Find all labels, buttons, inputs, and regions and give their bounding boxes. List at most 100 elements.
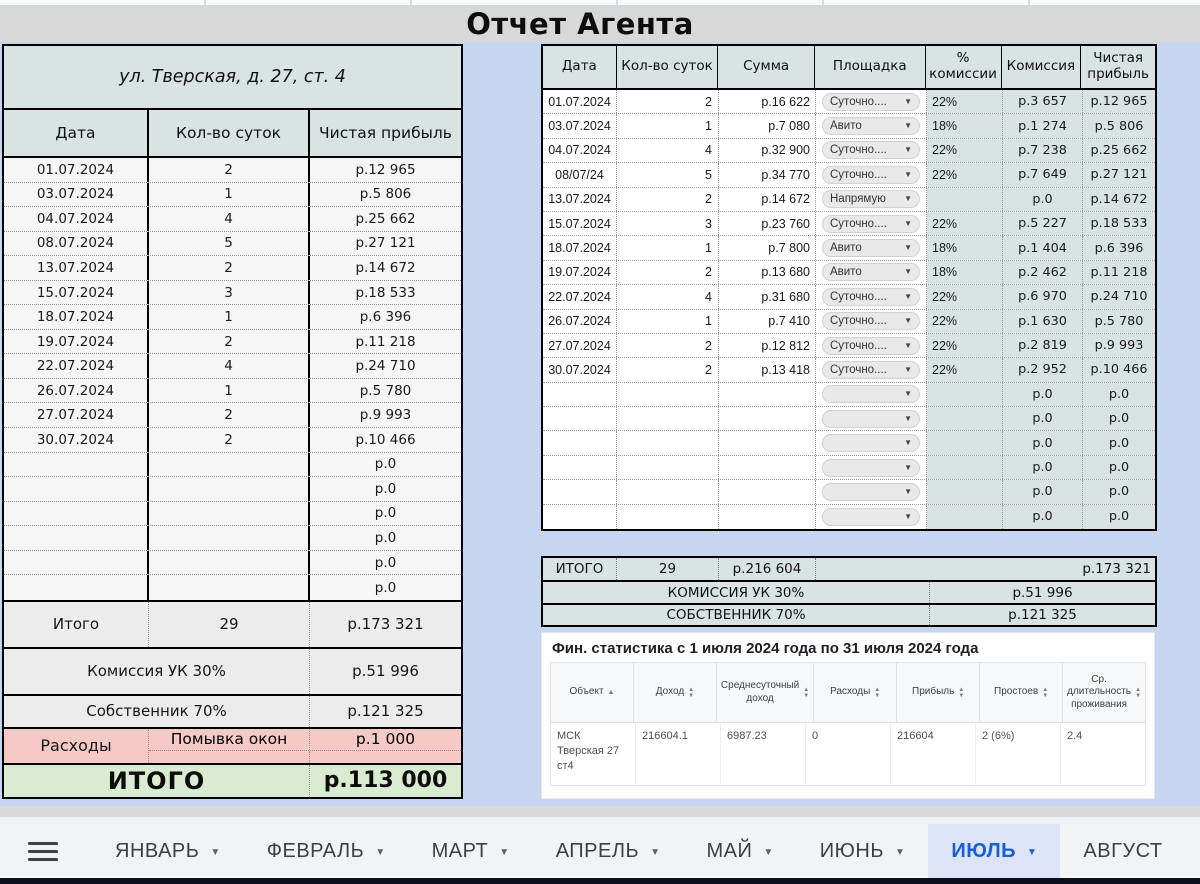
sheet-tab-январь[interactable]: ЯНВАРЬ ▼ xyxy=(92,824,244,878)
sheet-tab-июль[interactable]: ИЮЛЬ ▼ xyxy=(928,824,1061,878)
address-header: ул. Тверская, д. 27, ст. 4 xyxy=(4,46,461,110)
platform-cell: ▼ xyxy=(816,407,927,431)
date-cell xyxy=(543,431,617,455)
column-header-date: Дата xyxy=(543,46,617,88)
sum-cell: р.13 680 xyxy=(719,260,816,285)
sheet-tab-февраль[interactable]: ФЕВРАЛЬ ▼ xyxy=(244,824,409,878)
platform-dropdown[interactable]: Суточно.... ▼ xyxy=(822,92,920,111)
page-title: Отчет Агента xyxy=(466,6,694,41)
platform-dropdown[interactable]: Авито ▼ xyxy=(822,263,920,282)
fin-column-header[interactable]: Расходы ▲ ▼ xyxy=(814,663,898,722)
fin-column-label: Прибыль xyxy=(912,686,955,698)
left-table-row: 13.07.2024 2 р.14 672 xyxy=(4,256,461,281)
sum-cell: р.16 622 xyxy=(719,90,816,114)
net-profit-cell: р.10 466 xyxy=(1083,358,1155,382)
commission-pct-cell: 22% xyxy=(927,163,1003,187)
nights-cell xyxy=(617,431,719,455)
fin-column-label: Доход xyxy=(655,686,685,698)
left-table-row: 30.07.2024 2 р.10 466 xyxy=(4,428,461,453)
date-cell: 08.07.2024 xyxy=(4,231,149,256)
fin-widget-title: Фин. статистика с 1 июля 2024 года по 31… xyxy=(552,640,979,657)
sum-cell: р.7 080 xyxy=(719,114,816,138)
fin-column-header[interactable]: Среднесуточный доход ▲ ▼ xyxy=(717,663,815,722)
date-cell: 18.07.2024 xyxy=(543,236,617,260)
hamburger-menu-icon[interactable] xyxy=(28,841,58,861)
net-profit-cell: р.0 xyxy=(1083,407,1155,431)
left-table-row: 27.07.2024 2 р.9 993 xyxy=(4,403,461,429)
right-table-row: ▼ р.0 р.0 xyxy=(543,431,1155,456)
sum-cell xyxy=(719,382,816,407)
sort-both-icon[interactable]: ▲ ▼ xyxy=(958,686,965,699)
fin-column-header[interactable]: Объект ▲ xyxy=(551,663,634,722)
platform-dropdown[interactable]: Авито ▼ xyxy=(822,117,920,136)
nights-cell xyxy=(149,501,310,526)
date-cell: 22.07.2024 xyxy=(4,354,149,378)
fin-column-header[interactable]: Доход ▲ ▼ xyxy=(634,663,717,722)
left-table: ул. Тверская, д. 27, ст. 4 Дата Кол-во с… xyxy=(2,44,463,799)
nights-cell xyxy=(617,455,719,480)
sheet-tab-label: МАЙ xyxy=(706,839,753,862)
net-profit-cell: р.0 xyxy=(1083,431,1155,455)
net-profit-cell: р.6 396 xyxy=(1083,236,1155,260)
chevron-down-icon: ▼ xyxy=(904,267,912,277)
fin-column-label: Среднесуточный доход xyxy=(720,680,800,704)
platform-dropdown-value: Суточно.... xyxy=(830,339,887,352)
platform-dropdown[interactable]: Суточно.... ▼ xyxy=(822,312,920,331)
net-profit-cell: р.14 672 xyxy=(1083,187,1155,211)
commission-pct-cell: 22% xyxy=(927,333,1003,358)
platform-dropdown-value: Авито xyxy=(830,266,862,279)
platform-dropdown[interactable]: Суточно.... ▼ xyxy=(822,287,920,306)
platform-dropdown[interactable]: ▼ xyxy=(822,385,920,404)
platform-dropdown[interactable]: ▼ xyxy=(822,458,920,477)
platform-dropdown[interactable]: Суточно.... ▼ xyxy=(822,360,920,379)
platform-dropdown[interactable]: Авито ▼ xyxy=(822,239,920,258)
platform-dropdown[interactable]: ▼ xyxy=(822,409,920,428)
platform-dropdown[interactable]: ▼ xyxy=(822,507,920,526)
column-header-platform: Площадка xyxy=(815,46,926,88)
platform-dropdown[interactable]: Суточно.... ▼ xyxy=(822,336,920,355)
nights-cell: 4 xyxy=(617,138,719,163)
commission-cell: р.1 274 xyxy=(1003,114,1083,138)
sort-both-icon[interactable]: ▲ ▼ xyxy=(1042,686,1049,699)
fin-column-header[interactable]: Прибыль ▲ ▼ xyxy=(897,663,981,722)
platform-dropdown[interactable]: ▼ xyxy=(822,482,920,501)
sort-both-icon[interactable]: ▲ ▼ xyxy=(803,686,810,699)
right-table-row: 19.07.2024 2 р.13 680 Авито ▼ 18% р.2 46… xyxy=(543,260,1155,286)
platform-dropdown[interactable]: Суточно.... ▼ xyxy=(822,165,920,184)
fin-statistics-widget: Фин. статистика с 1 июля 2024 года по 31… xyxy=(541,632,1155,799)
nights-cell: 1 xyxy=(149,305,310,329)
sheet-tab-июнь[interactable]: ИЮНЬ ▼ xyxy=(797,824,929,878)
nights-cell: 1 xyxy=(617,309,719,333)
nights-cell: 4 xyxy=(149,354,310,378)
sort-both-icon[interactable]: ▲ ▼ xyxy=(874,686,881,699)
fin-column-header[interactable]: Простоев ▲ ▼ xyxy=(980,663,1064,722)
fin-cell: 6987.23 xyxy=(721,723,806,785)
fin-column-label: Простоев xyxy=(994,686,1039,698)
platform-dropdown[interactable]: Напрямую ▼ xyxy=(822,190,920,209)
nights-cell xyxy=(149,575,310,600)
sum-cell xyxy=(719,480,816,504)
platform-dropdown[interactable]: Суточно.... ▼ xyxy=(822,214,920,233)
platform-dropdown[interactable]: ▼ xyxy=(822,434,920,453)
right-table-row: ▼ р.0 р.0 xyxy=(543,407,1155,432)
commission-cell: р.0 xyxy=(1003,407,1083,431)
sheet-tab-label: ЯНВАРЬ xyxy=(115,839,200,862)
sheet-tab-август[interactable]: АВГУСТ xyxy=(1060,824,1185,878)
sheet-tab-март[interactable]: МАРТ ▼ xyxy=(409,824,533,878)
sheet-tab-май[interactable]: МАЙ ▼ xyxy=(684,824,797,878)
commission-cell: р.0 xyxy=(1003,504,1083,530)
commission-pct-cell: 18% xyxy=(927,236,1003,260)
fin-column-header[interactable]: Ср. длительность проживания ▲ ▼ xyxy=(1063,663,1145,722)
date-cell: 22.07.2024 xyxy=(543,285,617,309)
sort-both-icon[interactable]: ▲ ▼ xyxy=(688,686,695,699)
commission-pct-cell: 22% xyxy=(927,138,1003,163)
sheet-tab-апрель[interactable]: АПРЕЛЬ ▼ xyxy=(533,824,684,878)
sort-both-icon[interactable]: ▲ ▼ xyxy=(1135,686,1142,699)
fin-cell: 216604 xyxy=(891,723,976,785)
platform-dropdown[interactable]: Суточно.... ▼ xyxy=(822,141,920,160)
date-cell xyxy=(543,504,617,530)
nights-cell: 1 xyxy=(617,114,719,138)
sort-asc-icon[interactable]: ▲ xyxy=(607,689,615,696)
column-header-nights: Кол-во суток xyxy=(149,110,310,156)
sum-cell: р.13 418 xyxy=(719,358,816,382)
